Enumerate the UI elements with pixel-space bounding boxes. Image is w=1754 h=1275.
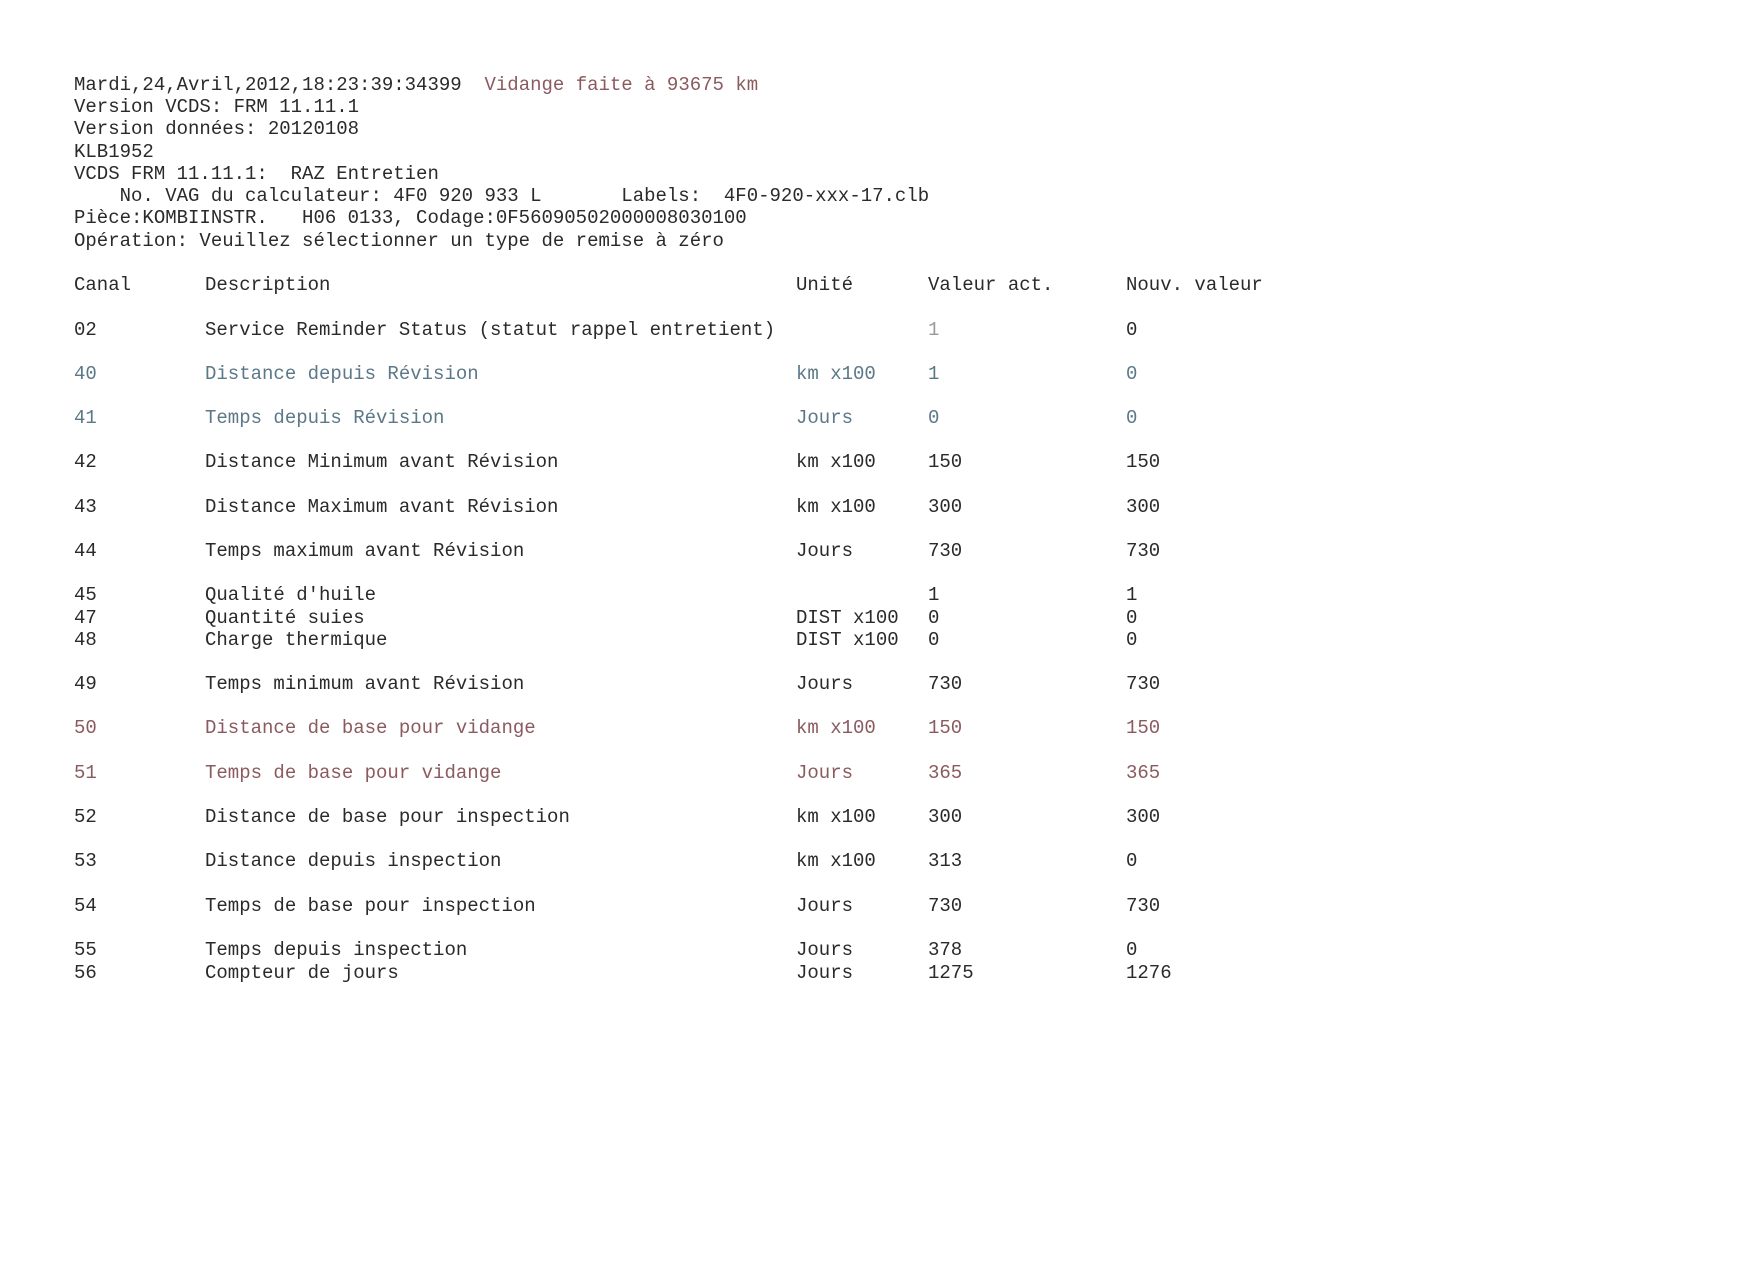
current-value-cell: 378: [928, 939, 963, 961]
new-value-cell: 0: [1126, 319, 1138, 341]
current-value-cell: 730: [928, 673, 963, 695]
unit-cell: Jours: [796, 895, 854, 917]
current-value-cell: 300: [928, 806, 963, 828]
canal-cell: 54: [74, 895, 97, 917]
new-value-cell: 150: [1126, 717, 1161, 739]
current-value-cell: 365: [928, 762, 963, 784]
canal-cell: 55: [74, 939, 97, 961]
description-cell: Quantité suies: [205, 607, 365, 629]
header-line: Opération: Veuillez sélectionner un type…: [74, 230, 724, 252]
canal-cell: 45: [74, 584, 97, 606]
new-value-cell: 150: [1126, 451, 1161, 473]
canal-cell: 49: [74, 673, 97, 695]
unit-cell: km x100: [796, 806, 876, 828]
description-cell: Distance de base pour vidange: [205, 717, 536, 739]
new-value-cell: 0: [1126, 850, 1138, 872]
canal-cell: 52: [74, 806, 97, 828]
canal-cell: 43: [74, 496, 97, 518]
unit-cell: Jours: [796, 962, 854, 984]
column-header-value: Valeur act.: [928, 274, 1054, 296]
description-cell: Service Reminder Status (statut rappel e…: [205, 319, 776, 341]
canal-cell: 44: [74, 540, 97, 562]
header-line-timestamp: Mardi,24,Avril,2012,18:23:39:34399 Vidan…: [74, 74, 758, 96]
header-line: No. VAG du calculateur: 4F0 920 933 L La…: [74, 185, 930, 207]
current-value-cell: 1275: [928, 962, 974, 984]
new-value-cell: 0: [1126, 629, 1138, 651]
description-cell: Distance depuis Révision: [205, 363, 479, 385]
unit-cell: Jours: [796, 540, 854, 562]
unit-cell: km x100: [796, 717, 876, 739]
new-value-cell: 0: [1126, 407, 1138, 429]
new-value-cell: 730: [1126, 540, 1161, 562]
new-value-cell: 0: [1126, 363, 1138, 385]
unit-cell: km x100: [796, 451, 876, 473]
current-value-cell: 300: [928, 496, 963, 518]
new-value-cell: 0: [1126, 939, 1138, 961]
description-cell: Distance depuis inspection: [205, 850, 502, 872]
unit-cell: Jours: [796, 762, 854, 784]
current-value-cell: 730: [928, 540, 963, 562]
current-value-cell: 1: [928, 319, 940, 341]
header-line: Version VCDS: FRM 11.11.1: [74, 96, 360, 118]
current-value-cell: 0: [928, 607, 940, 629]
description-cell: Qualité d'huile: [205, 584, 377, 606]
description-cell: Temps maximum avant Révision: [205, 540, 525, 562]
unit-cell: Jours: [796, 673, 854, 695]
current-value-cell: 0: [928, 407, 940, 429]
new-value-cell: 1276: [1126, 962, 1172, 984]
unit-cell: km x100: [796, 850, 876, 872]
new-value-cell: 730: [1126, 673, 1161, 695]
current-value-cell: 313: [928, 850, 963, 872]
canal-cell: 56: [74, 962, 97, 984]
description-cell: Temps de base pour vidange: [205, 762, 502, 784]
canal-cell: 50: [74, 717, 97, 739]
unit-cell: km x100: [796, 363, 876, 385]
canal-cell: 53: [74, 850, 97, 872]
canal-cell: 48: [74, 629, 97, 651]
column-header-description: Description: [205, 274, 331, 296]
canal-cell: 40: [74, 363, 97, 385]
canal-cell: 41: [74, 407, 97, 429]
description-cell: Distance Maximum avant Révision: [205, 496, 559, 518]
column-header-unit: Unité: [796, 274, 854, 296]
canal-cell: 42: [74, 451, 97, 473]
timestamp: Mardi,24,Avril,2012,18:23:39:34399: [74, 74, 462, 96]
header-line: VCDS FRM 11.11.1: RAZ Entretien: [74, 163, 439, 185]
unit-cell: Jours: [796, 407, 854, 429]
description-cell: Compteur de jours: [205, 962, 399, 984]
current-value-cell: 1: [928, 584, 940, 606]
canal-cell: 02: [74, 319, 97, 341]
canal-cell: 47: [74, 607, 97, 629]
description-cell: Distance de base pour inspection: [205, 806, 570, 828]
unit-cell: km x100: [796, 496, 876, 518]
unit-cell: DIST x100: [796, 629, 899, 651]
description-cell: Temps de base pour inspection: [205, 895, 536, 917]
new-value-cell: 0: [1126, 607, 1138, 629]
new-value-cell: 730: [1126, 895, 1161, 917]
column-header-canal: Canal: [74, 274, 132, 296]
new-value-cell: 300: [1126, 806, 1161, 828]
canal-cell: 51: [74, 762, 97, 784]
description-cell: Temps depuis Révision: [205, 407, 445, 429]
current-value-cell: 0: [928, 629, 940, 651]
new-value-cell: 300: [1126, 496, 1161, 518]
current-value-cell: 730: [928, 895, 963, 917]
unit-cell: Jours: [796, 939, 854, 961]
header-line: KLB1952: [74, 141, 154, 163]
unit-cell: DIST x100: [796, 607, 899, 629]
oil-change-note: Vidange faite à 93675 km: [484, 74, 759, 96]
description-cell: Charge thermique: [205, 629, 388, 651]
new-value-cell: 365: [1126, 762, 1161, 784]
column-header-new-value: Nouv. valeur: [1126, 274, 1263, 296]
current-value-cell: 1: [928, 363, 940, 385]
current-value-cell: 150: [928, 451, 963, 473]
current-value-cell: 150: [928, 717, 963, 739]
description-cell: Distance Minimum avant Révision: [205, 451, 559, 473]
description-cell: Temps minimum avant Révision: [205, 673, 525, 695]
header-line: Version données: 20120108: [74, 118, 360, 140]
new-value-cell: 1: [1126, 584, 1138, 606]
header-line: Pièce:KOMBIINSTR. H06 0133, Codage:0F560…: [74, 207, 747, 229]
description-cell: Temps depuis inspection: [205, 939, 468, 961]
